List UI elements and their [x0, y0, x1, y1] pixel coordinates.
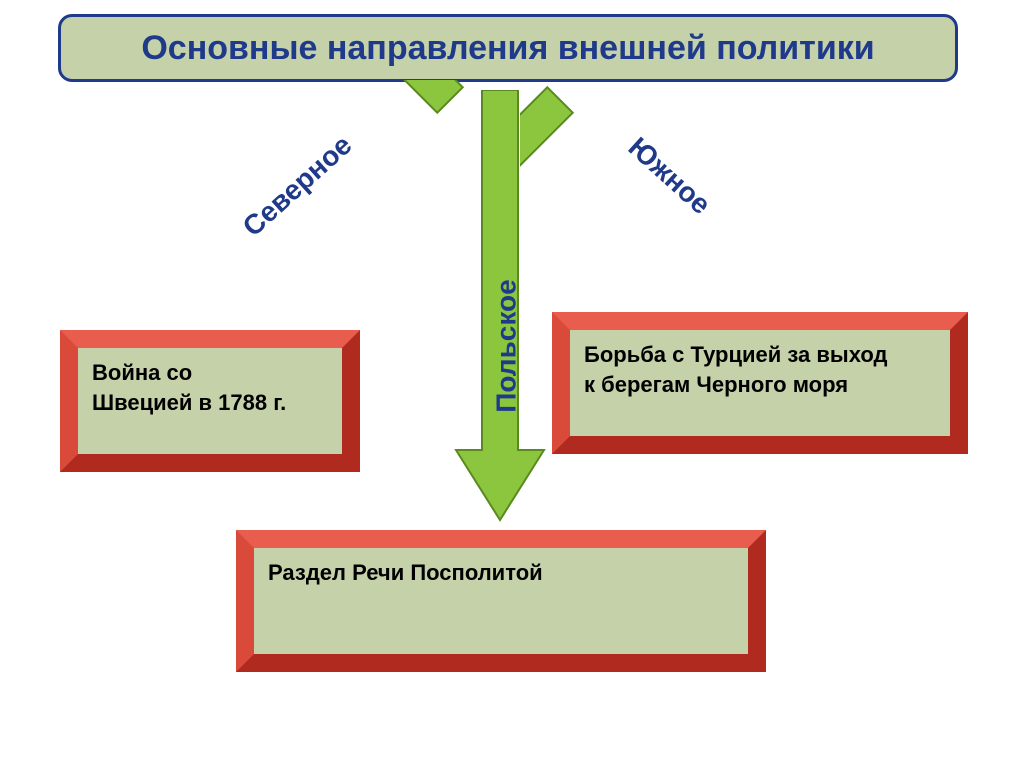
box-right: Борьба с Турцией за выход к берегам Черн… [552, 312, 968, 454]
box-bottom: Раздел Речи Посполитой [236, 530, 766, 672]
box-left: Война соШвецией в 1788 г. [60, 330, 360, 472]
arrow-left [150, 80, 490, 340]
arrow-center-label: Польское [491, 279, 523, 412]
page-title: Основные направления внешней политики [141, 29, 874, 68]
box-bottom-text: Раздел Речи Посполитой [268, 558, 543, 588]
title-box: Основные направления внешней политики [58, 14, 958, 82]
box-left-text: Война соШвецией в 1788 г. [92, 358, 286, 417]
box-right-text: Борьба с Турцией за выход к берегам Черн… [584, 340, 888, 399]
